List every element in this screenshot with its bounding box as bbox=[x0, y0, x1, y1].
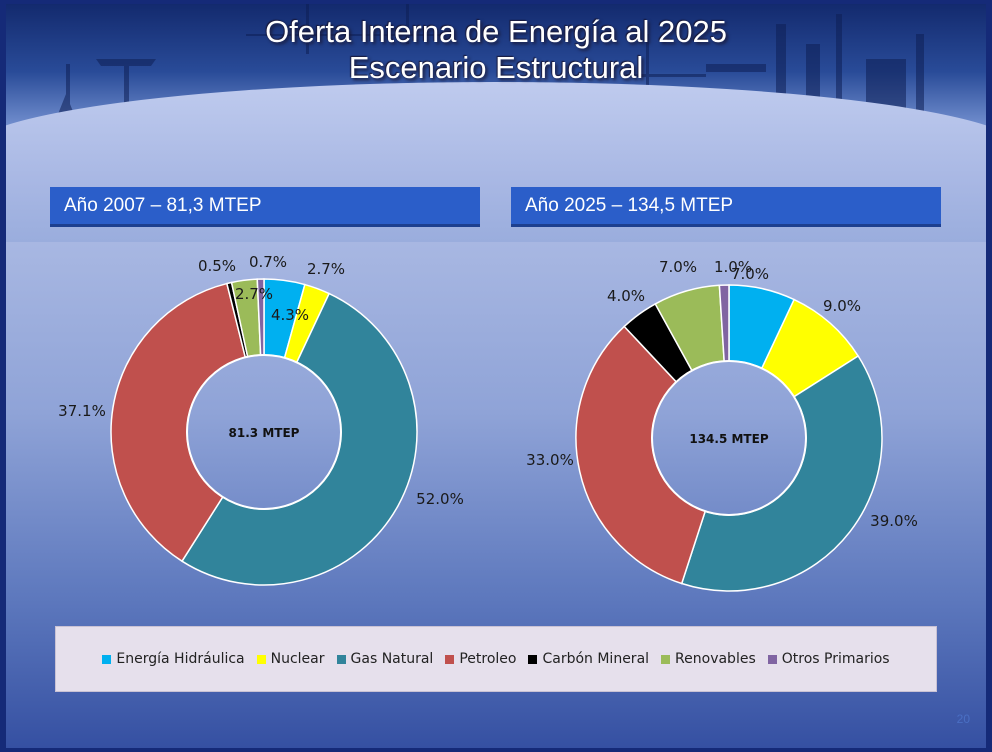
data-label-otros-primarios: 1.0% bbox=[714, 258, 752, 276]
legend-item-nuclear: Nuclear bbox=[256, 651, 325, 667]
legend-label: Otros Primarios bbox=[781, 651, 890, 667]
panel-header-2007: Año 2007 – 81,3 MTEP bbox=[50, 187, 480, 227]
title-line-1: Oferta Interna de Energía al 2025 bbox=[265, 14, 727, 49]
center-label: 81.3 MTEP bbox=[229, 426, 300, 440]
chart-legend: Energía Hidráulica Nuclear Gas Natural Petr… bbox=[55, 626, 937, 692]
doughnut-0: 81.3 MTEP 4.3% 2.7% 52.0% 37.1% 0.5% 2.7% 0.7% bbox=[58, 253, 464, 586]
legend-row: Energía Hidráulica Nuclear Gas Natural Petr… bbox=[56, 649, 936, 669]
data-label-energia-hidraulica: 7.0% bbox=[731, 265, 769, 283]
legend-swatch bbox=[528, 654, 538, 664]
legend-label: Energía Hidráulica bbox=[116, 651, 245, 667]
slice-gas-natural bbox=[680, 354, 883, 592]
data-label-nuclear: 2.7% bbox=[307, 260, 345, 278]
legend-item-energia-hidraulica: Energía Hidráulica bbox=[102, 651, 245, 667]
legend-swatch bbox=[256, 654, 266, 664]
data-label-otros-primarios: 0.7% bbox=[249, 253, 287, 271]
panel-header-2025: Año 2025 – 134,5 MTEP bbox=[511, 187, 941, 227]
legend-swatch bbox=[767, 654, 777, 664]
data-label-carbon-mineral: 0.5% bbox=[198, 257, 236, 275]
legend-item-gas-natural: Gas Natural bbox=[336, 651, 434, 667]
center-label: 134.5 MTEP bbox=[689, 432, 768, 446]
data-label-renovables: 2.7% bbox=[235, 285, 273, 303]
data-label-petroleo: 37.1% bbox=[58, 402, 106, 420]
legend-label: Carbón Mineral bbox=[542, 651, 650, 667]
legend-item-carbon-mineral: Carbón Mineral bbox=[528, 651, 649, 667]
legend-item-renovables: Renovables bbox=[661, 651, 756, 667]
legend-item-otros-primarios: Otros Primarios bbox=[767, 651, 890, 667]
legend-label: Nuclear bbox=[270, 651, 325, 667]
legend-swatch bbox=[102, 654, 112, 664]
legend-label: Petroleo bbox=[459, 651, 517, 667]
panel-header-2025-label: Año 2025 – 134,5 MTEP bbox=[525, 195, 734, 216]
data-label-nuclear: 9.0% bbox=[823, 297, 861, 315]
legend-swatch bbox=[661, 654, 671, 664]
legend-item-petroleo: Petroleo bbox=[445, 651, 516, 667]
data-label-gas-natural: 52.0% bbox=[416, 490, 464, 508]
legend-swatch bbox=[336, 654, 346, 664]
title-line-2: Escenario Estructural bbox=[348, 50, 644, 85]
page-number: 20 bbox=[956, 712, 970, 726]
panel-header-2007-label: Año 2007 – 81,3 MTEP bbox=[64, 195, 262, 216]
legend-label: Renovables bbox=[675, 651, 756, 667]
slide-title: Oferta Interna de Energía al 2025 Escena… bbox=[0, 14, 992, 86]
data-label-carbon-mineral: 4.0% bbox=[607, 287, 645, 305]
legend-label: Gas Natural bbox=[350, 651, 434, 667]
data-label-petroleo: 33.0% bbox=[526, 451, 574, 469]
data-label-energia-hidraulica: 4.3% bbox=[271, 306, 309, 324]
doughnut-hole bbox=[651, 360, 807, 516]
data-label-gas-natural: 39.0% bbox=[870, 512, 918, 530]
data-label-renovables: 7.0% bbox=[659, 258, 697, 276]
legend-swatch bbox=[445, 654, 455, 664]
doughnut-hole bbox=[186, 354, 342, 510]
